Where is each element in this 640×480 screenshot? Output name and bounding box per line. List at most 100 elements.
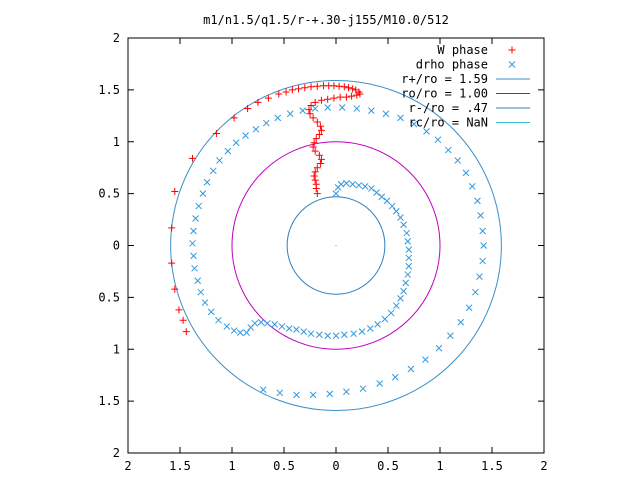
drho-phase-point [194,277,202,285]
w-phase-point [295,85,303,93]
drho-phase-point [358,328,366,335]
w-phase-point [356,90,364,98]
drho-phase-point [423,128,430,135]
drho-phase-point [400,221,407,229]
y-tick-label: 1.5 [98,394,120,408]
w-phase-point [306,110,314,118]
drho-phase-point [201,299,209,306]
drho-phase-point [274,114,282,122]
w-phase-point [330,82,338,90]
drho-phase-point [359,385,367,393]
legend-label: rc/ro = NaN [409,116,488,130]
w-phase-point [264,94,272,102]
drho-phase-point [324,104,332,111]
drho-phase-point [462,169,470,177]
axes: 2 1.5 1 0.5 0 0.5 1 1.5 221.510.500.511.52 [98,31,547,473]
drho-phase-point [307,330,315,338]
legend-label: r-/ro = .47 [409,101,488,115]
drho-phase-point [195,202,203,210]
drho-phase-point [381,315,389,323]
circle-1 [231,141,441,350]
drho-phase-point [247,324,255,331]
drho-phase-point [326,390,334,398]
drho-phase-point [397,214,404,221]
drho-phase-point [257,318,265,326]
drho-phase-point [343,179,350,187]
w-phase-point [307,83,315,91]
x-tick-label: 0.5 [377,459,399,473]
drho-phase-point [387,309,395,317]
drho-phase-point [447,332,454,340]
drho-phase-point [230,327,238,334]
drho-phase-point [388,202,396,210]
drho-phase-point [444,146,452,154]
drho-phase-point [382,110,390,118]
drho-phase-point [405,246,413,254]
drho-phase-point [403,229,411,237]
drho-phase-point [479,227,486,235]
w-phase-point [311,147,319,155]
w-phase-point [324,95,332,103]
drho-phase-point [190,227,197,235]
drho-phase-point [215,316,222,324]
drho-phase-point [191,264,198,272]
drho-phase-point [422,356,429,363]
drho-phase-point [400,287,407,295]
y-tick-label: 0.5 [98,187,120,201]
drho-phase-point [383,197,391,205]
drho-phase-point [337,180,345,188]
w-phase-point [307,101,315,109]
w-phase-point [171,285,179,293]
w-phase-point [309,114,317,122]
drho-phase-point [311,105,319,112]
w-phase-point [315,130,323,138]
drho-phase-point [309,391,317,399]
w-phase-point [348,92,356,100]
legend-symbol-plus [508,46,516,54]
drho-phase-point [368,107,375,114]
drho-phase-point [236,329,244,337]
drho-phase-point [397,295,404,302]
drho-phase-point [361,183,369,190]
w-phase-point [288,86,296,94]
drho-phase-point [368,185,375,192]
w-phase-point [340,83,348,91]
drho-phase-point [264,319,271,327]
drho-phase-point [392,302,400,310]
drho-phase-point [355,181,363,189]
y-tick-label: 1 [113,342,120,356]
drho-phase-point [366,325,374,332]
w-phase-point [301,84,309,92]
drho-phase-point [300,328,308,335]
drho-phase-point [349,180,356,188]
drho-phase-point [476,273,483,280]
drho-phase-point [223,323,231,330]
w-phase-point [312,184,320,192]
y-tick-label: 0 [113,239,120,253]
drho-phase-point [207,308,215,316]
w-phase-point [282,88,290,96]
w-phase-point [244,105,252,113]
drho-phase-point [203,178,211,186]
w-phase-point [316,122,324,130]
drho-phase-point [338,104,346,111]
drho-phase-point [392,207,400,215]
w-phase-point [312,135,320,143]
w-phase-point [313,118,321,126]
w-phase-point [188,154,196,162]
drho-phase-point [376,380,384,387]
drho-phase-point [278,323,286,330]
drho-phase-point [350,330,358,338]
w-phase-point [175,306,183,314]
drho-phase-point [434,136,442,144]
drho-phase-point [343,388,350,396]
circle-0 [170,80,502,411]
drho-phase-point [324,332,332,340]
drho-phase-point [472,288,479,296]
w-phase-point [344,84,352,92]
drho-phase-point [407,365,415,373]
x-tick-label: 0.5 [273,459,295,473]
drho-phase-point [353,105,361,112]
drho-phase-point [373,189,380,196]
